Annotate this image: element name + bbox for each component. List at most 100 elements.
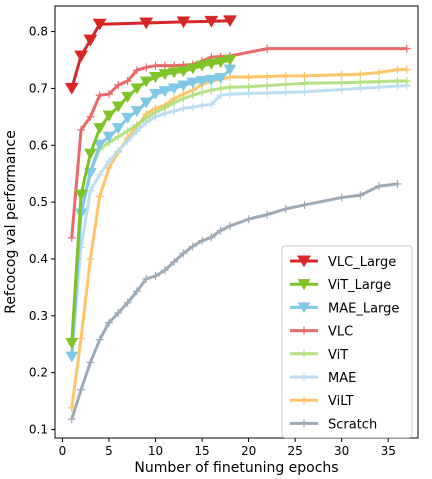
data-point-vit-large [167,67,181,79]
data-point-vilt [300,71,309,80]
data-point-mae [114,146,123,155]
y-tick-label: 0.1 [29,422,48,436]
data-point-scratch [67,415,76,424]
x-tick-label: 35 [381,444,396,458]
data-point-mae-large [204,74,218,86]
data-point-vlc [104,90,113,99]
data-point-scratch [207,233,216,242]
data-point-vit-large [177,66,190,78]
data-point-scratch [151,272,160,280]
data-point-vit-large [83,148,97,160]
data-point-vlc-large [64,82,79,95]
legend-marker [300,419,308,428]
series-vlc-large [64,15,237,95]
series-mae [67,81,411,359]
legend-item [290,349,318,358]
data-point-vit [300,79,309,88]
data-point-vilt [402,65,411,74]
legend-item [290,255,318,268]
y-tick-label: 0.5 [29,195,48,209]
y-axis: 0.1 0.2 0.3 0.4 0.5 0.6 0.7 0.8 [29,25,55,436]
legend-label: ViT [328,348,348,363]
data-point-mae [104,157,113,166]
data-point-scratch [179,249,188,258]
data-point-vit [356,78,365,87]
data-point-scratch [95,335,104,344]
data-point-mae-large [149,89,162,100]
data-point-vit [207,86,216,95]
legend-marker [300,373,308,381]
data-point-vlc [95,91,104,100]
data-point-mae-large [111,123,125,135]
data-point-vlc-large [92,18,107,31]
legend-marker [300,349,308,358]
data-point-scratch [374,182,383,191]
data-point-mae-large [167,83,181,95]
data-point-vit [188,91,197,100]
data-point-scratch [77,385,86,394]
data-point-mae [207,100,216,109]
data-point-vlc-large [74,50,88,63]
legend-item [290,419,318,428]
data-point-vilt [244,73,253,82]
data-point-mae [188,103,197,112]
data-point-vit [337,78,346,87]
data-point-vit-large [149,72,162,83]
data-point-vit-large [158,69,172,81]
data-point-vlc [263,44,272,53]
legend-marker [300,396,308,405]
series-scratch [67,179,402,424]
data-point-mae [300,87,309,96]
legend-item [290,302,318,314]
data-point-vit-large [223,54,237,66]
data-point-vit-large [65,338,79,349]
data-point-vilt [356,70,365,79]
data-point-mae-large [130,106,144,118]
legend-label: ViT_Large [328,278,391,293]
y-tick-label: 0.3 [29,309,48,323]
data-point-vit [263,81,272,90]
data-point-vilt [337,70,346,79]
data-point-vit [216,84,225,93]
data-point-vlc-large [176,16,191,29]
data-point-scratch [132,287,141,296]
plot-area [64,15,411,424]
x-tick-label: 20 [241,444,256,458]
data-point-mae [337,85,346,94]
data-point-vlc-large [223,15,237,28]
data-point-vit [402,77,411,86]
data-point-vit [142,113,151,122]
data-point-vit [198,88,207,97]
data-point-mae-large [102,131,116,143]
data-point-vit [160,103,169,112]
data-point-vlc [402,44,411,53]
x-tick-label: 10 [148,444,163,458]
y-tick-label: 0.8 [29,25,48,39]
legend-marker [300,326,308,335]
data-point-mae-large [121,112,135,124]
data-point-vilt [77,334,86,343]
data-point-mae [198,101,207,110]
legend-marker [297,302,311,314]
plot-frame [54,5,419,439]
legend-label: VLC [328,325,353,340]
data-point-vlc [67,233,76,242]
data-point-mae [225,90,234,99]
data-point-mae-large [65,351,79,363]
data-point-scratch [337,193,346,202]
legend-label: ViLT [328,394,354,409]
data-point-vit [281,80,290,89]
data-point-scratch [300,200,309,209]
data-point-vlc [114,81,123,90]
data-point-scratch [188,242,197,251]
x-tick-label: 15 [194,444,209,458]
data-point-vilt [67,403,76,412]
y-tick-label: 0.4 [29,252,48,266]
data-point-vit-large [102,110,116,122]
legend-item [290,279,318,291]
data-point-vit [225,83,234,92]
legend-box [281,245,413,439]
data-point-vit-large [139,76,153,88]
data-point-vilt [263,72,272,81]
data-point-mae [263,88,272,97]
